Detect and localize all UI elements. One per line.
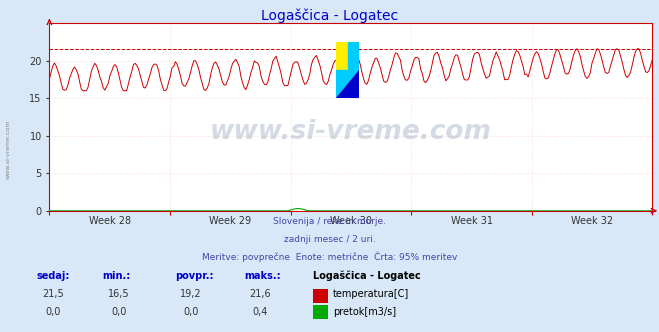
Text: 21,5: 21,5 [42, 289, 64, 299]
Text: www.si-vreme.com: www.si-vreme.com [5, 120, 11, 179]
Text: 21,6: 21,6 [250, 289, 271, 299]
Text: Meritve: povprečne  Enote: metrične  Črta: 95% meritev: Meritve: povprečne Enote: metrične Črta:… [202, 252, 457, 263]
Text: sedaj:: sedaj: [36, 271, 70, 281]
Text: Slovenija / reke in morje.: Slovenija / reke in morje. [273, 217, 386, 226]
Text: pretok[m3/s]: pretok[m3/s] [333, 307, 396, 317]
Text: 0,0: 0,0 [111, 307, 127, 317]
Text: 0,0: 0,0 [183, 307, 199, 317]
Text: min.:: min.: [102, 271, 130, 281]
Text: www.si-vreme.com: www.si-vreme.com [210, 119, 492, 145]
Text: Logaščica - Logatec: Logaščica - Logatec [313, 271, 421, 281]
Text: 19,2: 19,2 [181, 289, 202, 299]
Text: 0,0: 0,0 [45, 307, 61, 317]
Text: povpr.:: povpr.: [175, 271, 213, 281]
Text: zadnji mesec / 2 uri.: zadnji mesec / 2 uri. [283, 235, 376, 244]
Text: Logaščica - Logatec: Logaščica - Logatec [261, 8, 398, 23]
Text: temperatura[C]: temperatura[C] [333, 289, 409, 299]
Text: maks.:: maks.: [244, 271, 281, 281]
Text: 16,5: 16,5 [108, 289, 129, 299]
Text: 0,4: 0,4 [252, 307, 268, 317]
